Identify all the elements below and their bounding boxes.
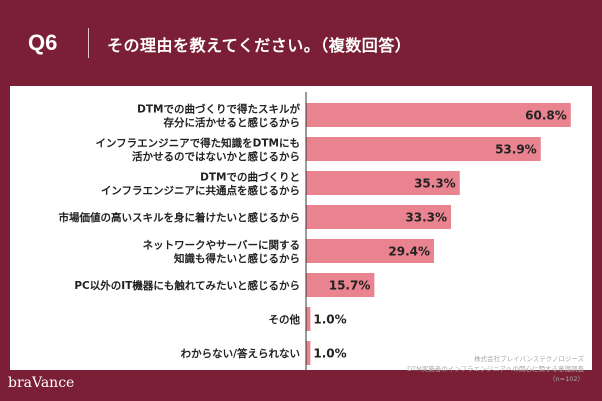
category-label-1-1: 活かせるのではないかと感じるから (132, 150, 300, 163)
bar-7 (306, 341, 311, 365)
category-label-3-0: 市場価値の高いスキルを身に着けたいと感じるから (59, 211, 301, 224)
bar-1 (306, 137, 541, 161)
question-number: Q6 (28, 30, 58, 55)
value-label-0: 60.8% (525, 109, 567, 123)
bravance-logo: braVance (8, 375, 75, 391)
bar-0 (306, 103, 571, 127)
value-label-3: 33.3% (405, 211, 447, 225)
bar-4 (306, 239, 435, 263)
value-label-2: 35.3% (414, 177, 456, 191)
category-label-7-0: わからない/答えられない (181, 347, 300, 360)
category-label-1-0: インフラエンジニアで得た知識をDTMにも (95, 136, 300, 149)
value-label-4: 29.4% (388, 245, 430, 259)
category-label-2-1: インフラエンジニアに共通点を感じるから (101, 184, 300, 197)
value-label-1: 53.9% (495, 143, 537, 157)
bar-3 (306, 205, 452, 229)
header-divider (88, 28, 89, 58)
category-label-4-1: 知識も得たいと感じるから (174, 252, 300, 265)
source-sample: （n=102） (549, 375, 584, 383)
category-label-6-0: その他 (269, 313, 301, 326)
category-label-0-0: DTMでの曲づくりで得たスキルが (137, 102, 300, 115)
bar-2 (306, 171, 460, 195)
value-label-5: 15.7% (329, 279, 371, 293)
category-label-5-0: PC以外のIT機器にも触れてみたいと感じるから (74, 279, 300, 292)
category-label-4-0: ネットワークやサーバーに関する (143, 239, 300, 251)
header: Q6 その理由を教えてください。（複数回答） (0, 0, 602, 82)
source-note: 株式会社ブレイバンステクノロジーズ DTM実施者のインフラエンジニアへの関心に関… (407, 354, 584, 384)
value-label-6: 1.0% (313, 313, 346, 327)
bar-6 (306, 307, 311, 331)
source-survey: DTM実施者のインフラエンジニアへの関心に関する意識調査 (407, 365, 584, 373)
category-label-2-0: DTMでの曲づくりと (200, 170, 300, 183)
category-label-0-1: 存分に活かせると感じるから (164, 116, 301, 129)
bar-5 (306, 273, 375, 297)
question-text: その理由を教えてください。（複数回答） (107, 36, 412, 55)
source-company: 株式会社ブレイバンステクノロジーズ (474, 355, 584, 363)
chart-panel: 60.8% DTMでの曲づくりで得たスキルが 存分に活かせると感じるから 53.9% イ… (10, 86, 592, 370)
value-label-7: 1.0% (313, 347, 346, 361)
